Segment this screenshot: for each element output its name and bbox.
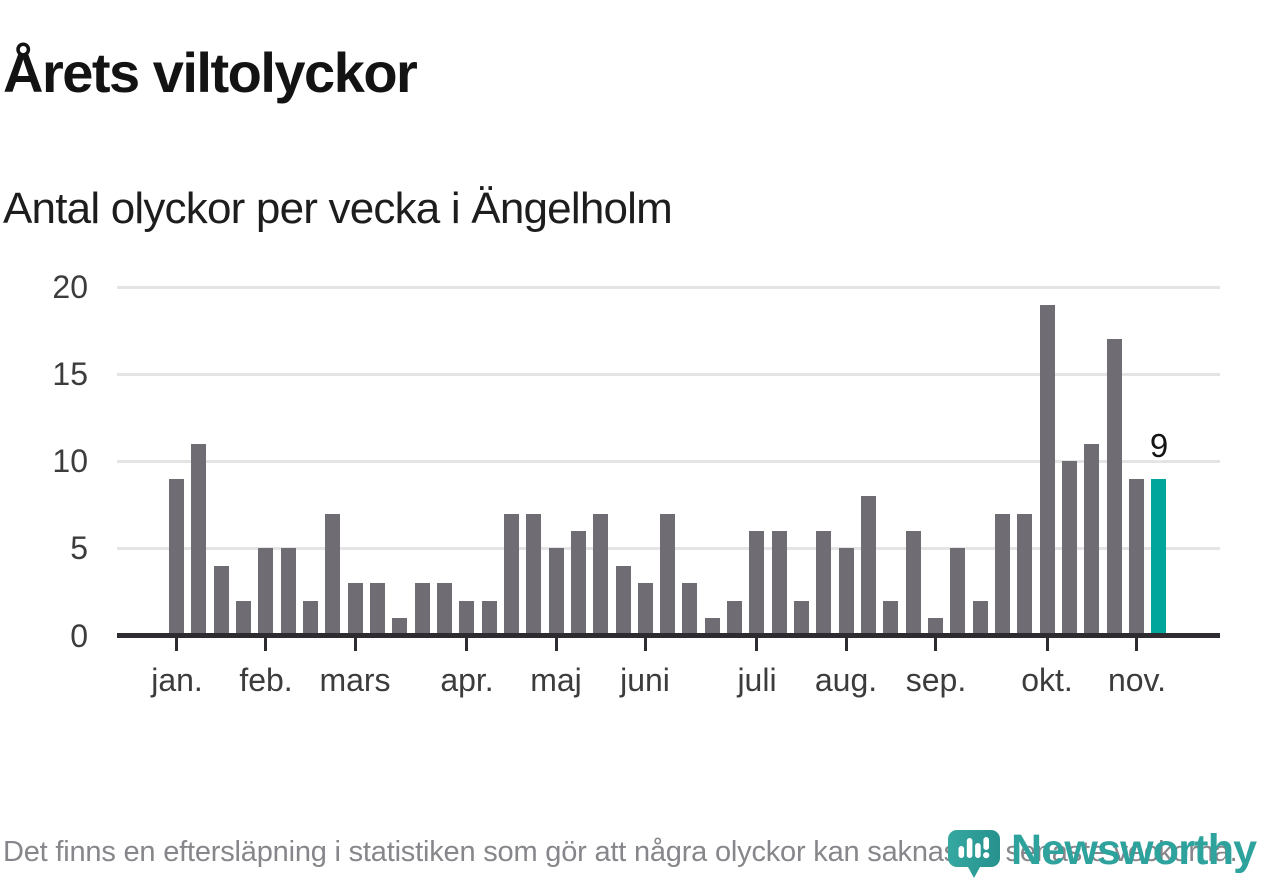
bar-week [392,618,407,636]
newsworthy-wordmark: Newsworthy [1011,826,1257,874]
x-axis-tick [755,638,758,651]
bar-week [325,514,340,636]
newsworthy-bubble-chart-icon [948,830,1000,878]
bar-week [191,444,206,636]
x-axis-tick [354,638,357,651]
bar-week [1084,444,1099,636]
bar-week [169,479,184,636]
bar-week [504,514,519,636]
bar-week [348,583,363,636]
bar-week [415,583,430,636]
x-axis-label-okt: okt. [1021,662,1073,698]
gridline-15 [117,373,1220,376]
bar-week [906,531,921,636]
bar-week [593,514,608,636]
bar-week [258,548,273,636]
bar-week [772,531,787,636]
bar-week [839,548,854,636]
bar-week [459,601,474,636]
y-axis-label: 15 [52,356,88,392]
bar-week [861,496,876,636]
bar-week [660,514,675,636]
bar-week [1107,339,1122,636]
bar-week [682,583,697,636]
x-axis-tick [845,638,848,651]
x-axis-label-juni: juni [620,662,670,698]
bar-week [281,548,296,636]
bar-week [526,514,541,636]
bar-week [794,601,809,636]
y-axis-label: 20 [52,269,88,305]
footnote: Det finns en eftersläpning i statistiken… [3,836,1238,868]
bar-week [236,601,251,636]
bar-week [950,548,965,636]
bar-week [370,583,385,636]
x-axis-label-maj: maj [530,662,582,698]
x-axis-label-mars: mars [319,662,391,698]
gridline-10 [117,460,1220,463]
bar-week [1062,461,1077,636]
bar-week [995,514,1010,636]
x-axis-label-apr: apr. [440,662,494,698]
y-axis-label: 5 [70,530,88,566]
y-axis-label: 10 [52,443,88,479]
bar-current-week-highlight [1151,479,1166,636]
x-axis-label-sep: sep. [905,662,967,698]
y-axis-label: 0 [70,618,88,654]
bar-week [571,531,586,636]
bar-week [816,531,831,636]
bar-week [303,601,318,636]
bar-week [214,566,229,636]
x-axis-line [117,633,1220,638]
bar-week [727,601,742,636]
x-axis-label-juli: juli [737,662,777,698]
x-axis-label-nov: nov. [1107,662,1167,698]
chart-title: Årets viltolyckor [3,40,418,104]
bar-week [638,583,653,636]
x-axis-tick [264,638,267,651]
bar-week [482,601,497,636]
last-value-label: 9 [1149,427,1169,464]
bar-week [1129,479,1144,636]
x-axis-tick [555,638,558,651]
chart-subtitle: Antal olyckor per vecka i Ängelholm [3,183,673,233]
x-axis-tick [175,638,178,651]
x-axis-tick [465,638,468,651]
bar-week [928,618,943,636]
bar-week [1017,514,1032,636]
bar-week [973,601,988,636]
bar-week [1040,305,1055,636]
x-axis-tick [934,638,937,651]
x-axis-tick [644,638,647,651]
bar-week [616,566,631,636]
x-axis-label-aug: aug. [814,662,878,698]
gridline-20 [117,286,1220,289]
bar-week [749,531,764,636]
x-axis-label-feb: feb. [239,662,293,698]
bar-week [883,601,898,636]
bar-week [549,548,564,636]
x-axis-label-jan: jan. [151,662,203,698]
bar-week [705,618,720,636]
x-axis-tick [1046,638,1049,651]
newsworthy-logo: Newsworthy [948,822,1260,879]
bar-week [437,583,452,636]
x-axis-tick [1135,638,1138,651]
